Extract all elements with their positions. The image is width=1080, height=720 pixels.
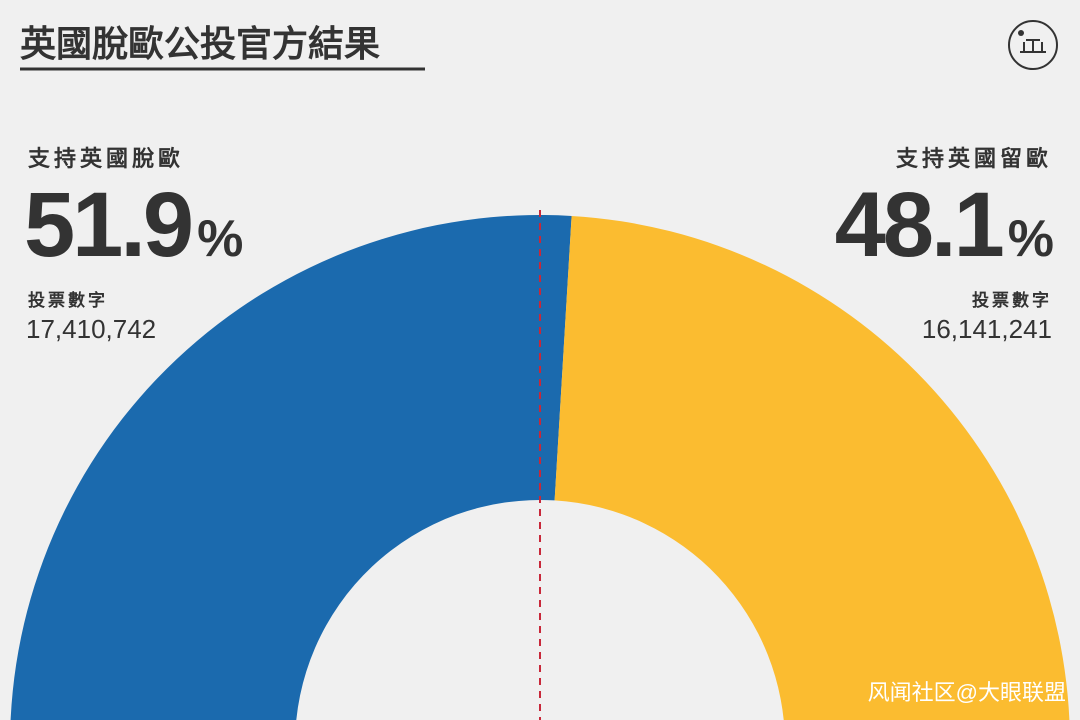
donut-segment xyxy=(554,215,1070,720)
remain-unit: % xyxy=(1008,210,1054,268)
leave-label: 支持英國脫歐 xyxy=(28,146,184,171)
leave-percent: 51.9% xyxy=(24,174,243,276)
remain-percent: 48.1% xyxy=(835,174,1054,276)
logo-dot xyxy=(1018,30,1024,36)
remain-value: 48.1 xyxy=(835,174,1003,276)
leave-value: 51.9 xyxy=(24,174,191,276)
leave-unit: % xyxy=(197,210,243,268)
remain-votes: 16,141,241 xyxy=(922,314,1052,344)
logo-ring xyxy=(1008,20,1058,70)
remain-label: 支持英國留歐 xyxy=(896,146,1052,171)
logo-glyph xyxy=(1020,39,1046,53)
logo xyxy=(1008,20,1058,70)
watermark: 风闻社区@大眼联盟 xyxy=(868,680,1066,705)
leave-votes: 17,410,742 xyxy=(26,314,156,344)
donut-segment xyxy=(10,215,572,720)
donut xyxy=(10,215,1070,720)
remain-vote-label: 投票數字 xyxy=(972,290,1052,310)
chart-title: 英國脫歐公投官方結果 xyxy=(20,23,380,64)
leave-vote-label: 投票數字 xyxy=(28,290,108,310)
